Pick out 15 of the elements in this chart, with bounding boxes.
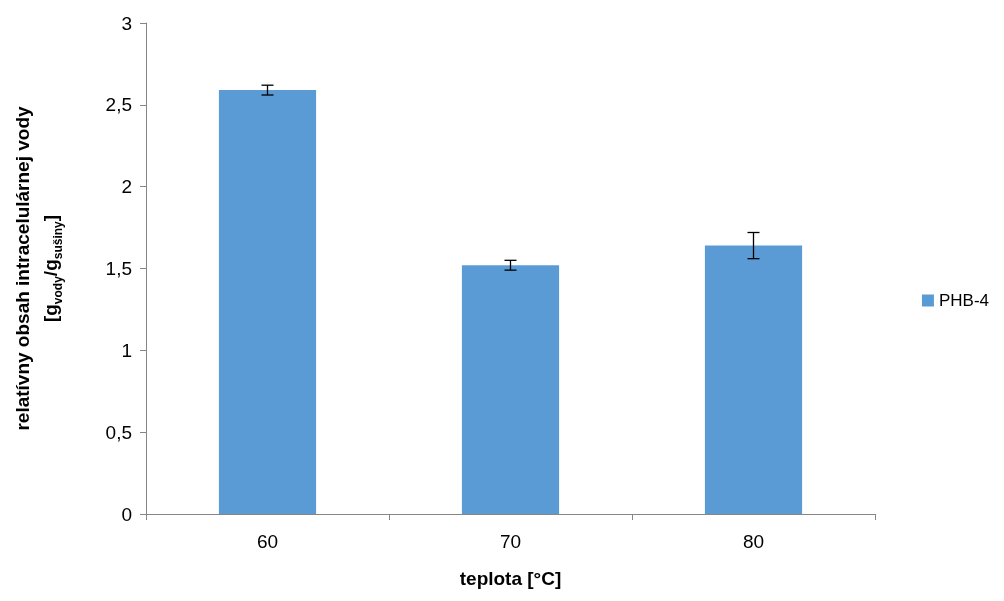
- y-tick-label: 2: [121, 176, 132, 198]
- x-tick-label: 80: [742, 531, 765, 552]
- y-tick-label: 2,5: [105, 94, 132, 116]
- y-tick-label: 0: [121, 503, 132, 525]
- y-tick-label: 1,5: [105, 258, 132, 279]
- bar: [704, 245, 803, 514]
- legend-label: PHB-4: [938, 291, 990, 310]
- x-tick-label: 70: [499, 531, 522, 552]
- x-tick-label: 60: [256, 531, 279, 552]
- bar: [218, 90, 317, 514]
- y-tick-label: 1: [121, 339, 132, 361]
- bar: [461, 265, 560, 514]
- y-tick-label: 0,5: [105, 421, 132, 443]
- y-tick-label: 3: [121, 12, 132, 34]
- x-axis-title: teplota [°C]: [459, 568, 562, 589]
